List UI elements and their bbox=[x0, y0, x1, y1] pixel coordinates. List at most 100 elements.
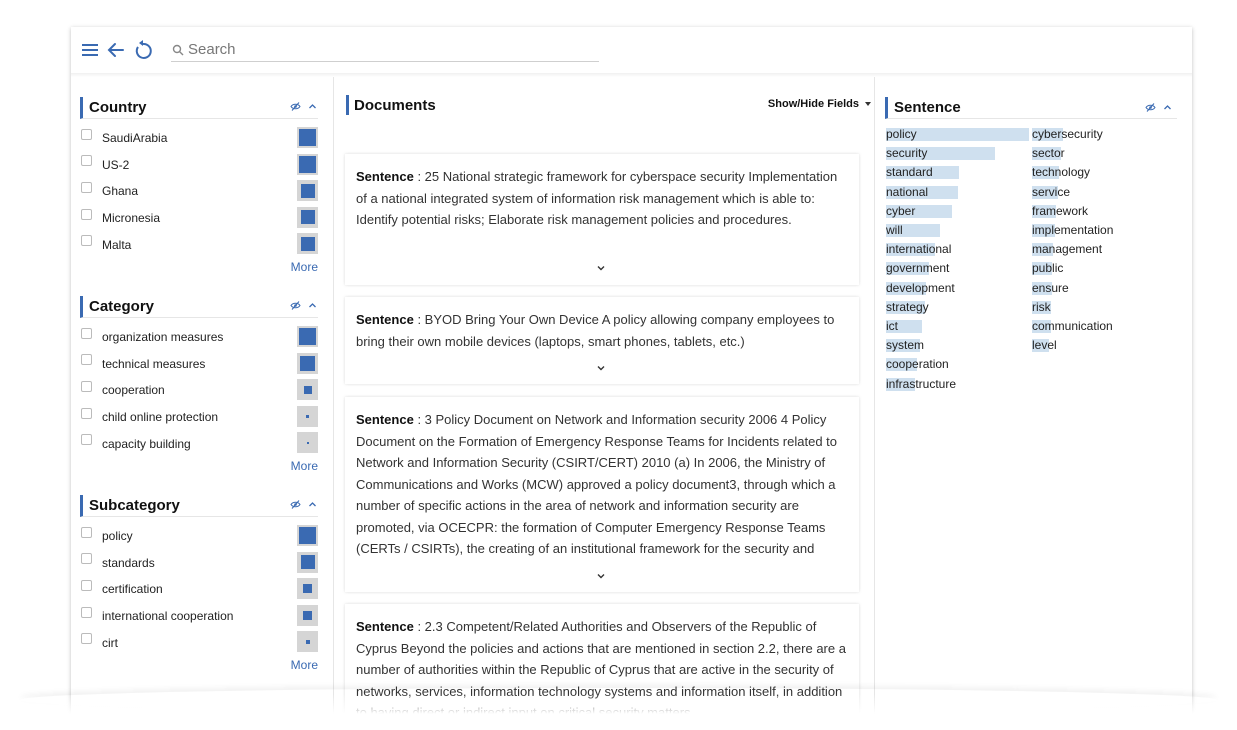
word-item[interactable]: government bbox=[886, 261, 949, 280]
word-item[interactable]: ict bbox=[886, 319, 922, 338]
checkbox[interactable] bbox=[81, 553, 92, 565]
word-item[interactable]: national bbox=[886, 185, 958, 204]
chevron-up-icon[interactable] bbox=[307, 499, 318, 510]
facet-item[interactable]: international cooperation bbox=[80, 603, 318, 630]
word-item[interactable]: ensure bbox=[1032, 281, 1069, 300]
refresh-icon[interactable] bbox=[132, 39, 154, 61]
search-input[interactable] bbox=[188, 41, 588, 58]
count-bar bbox=[297, 180, 318, 202]
document-card[interactable]: Sentence : 3 Policy Document on Network … bbox=[345, 397, 859, 592]
facet-item[interactable]: Ghana bbox=[80, 178, 318, 205]
facet-item[interactable]: cirt bbox=[80, 629, 318, 656]
word-item[interactable]: will bbox=[886, 223, 940, 242]
sentence-facet-header: Sentence bbox=[885, 97, 1177, 119]
word-item[interactable]: security bbox=[886, 146, 995, 165]
count-bar bbox=[297, 405, 318, 427]
word-item[interactable]: risk bbox=[1032, 300, 1051, 319]
hide-eye-icon[interactable] bbox=[290, 101, 301, 112]
checkbox[interactable] bbox=[81, 526, 92, 538]
facet-item[interactable]: SaudiArabia bbox=[80, 125, 318, 152]
word-item[interactable]: cybersecurity bbox=[1032, 127, 1103, 146]
show-hide-fields-button[interactable]: Show/Hide Fields bbox=[768, 98, 871, 110]
sentence-facet-panel: Sentence policy security standard national c… bbox=[876, 77, 1192, 730]
word-item[interactable]: infrastructure bbox=[886, 377, 956, 396]
facet-item[interactable]: US-2 bbox=[80, 152, 318, 179]
hide-eye-icon[interactable] bbox=[290, 300, 301, 311]
word-frequency-bar bbox=[1032, 320, 1051, 333]
checkbox[interactable] bbox=[81, 208, 92, 220]
count-bar bbox=[297, 525, 318, 546]
word-frequency-bar bbox=[886, 339, 920, 353]
word-item[interactable]: cyber bbox=[886, 204, 952, 223]
chevron-up-icon[interactable] bbox=[307, 101, 318, 112]
word-item[interactable]: system bbox=[886, 338, 924, 357]
word-item[interactable]: service bbox=[1032, 185, 1070, 204]
checkbox[interactable] bbox=[81, 407, 92, 419]
facet-header: Subcategory bbox=[80, 495, 318, 517]
word-item[interactable]: implementation bbox=[1032, 223, 1113, 242]
facet-item[interactable]: certification bbox=[80, 576, 318, 603]
checkbox[interactable] bbox=[81, 181, 92, 193]
facet-item[interactable]: standards bbox=[80, 550, 318, 577]
word-label: cooperation bbox=[886, 357, 949, 372]
hide-eye-icon[interactable] bbox=[1145, 102, 1156, 113]
sentence-text: : 3 Policy Document on Network and Infor… bbox=[356, 412, 838, 556]
checkbox[interactable] bbox=[81, 380, 92, 392]
more-link[interactable]: More bbox=[290, 658, 318, 672]
word-frequency-bar bbox=[886, 185, 958, 199]
word-item[interactable]: policy bbox=[886, 127, 1029, 146]
word-item[interactable]: public bbox=[1032, 261, 1063, 280]
menu-icon[interactable] bbox=[79, 39, 101, 61]
chevron-up-icon[interactable] bbox=[1162, 102, 1173, 113]
expand-chevron-icon[interactable] bbox=[596, 363, 606, 373]
facet-item[interactable]: policy bbox=[80, 523, 318, 550]
word-item[interactable]: technology bbox=[1032, 165, 1090, 184]
word-label: strategy bbox=[886, 299, 929, 314]
documents-title: Documents bbox=[354, 96, 436, 114]
facet-item[interactable]: technical measures bbox=[80, 351, 318, 378]
word-item[interactable]: development bbox=[886, 281, 955, 300]
more-link[interactable]: More bbox=[290, 260, 318, 274]
word-item[interactable]: standard bbox=[886, 165, 959, 184]
document-card[interactable]: Sentence : BYOD Bring Your Own Device A … bbox=[345, 297, 859, 384]
word-item[interactable]: framework bbox=[1032, 204, 1088, 223]
word-item[interactable]: strategy bbox=[886, 300, 929, 319]
facet-item[interactable]: Micronesia bbox=[80, 205, 318, 232]
word-label: development bbox=[886, 280, 955, 295]
topbar-shadow bbox=[71, 73, 1192, 77]
checkbox[interactable] bbox=[81, 354, 92, 366]
checkbox[interactable] bbox=[81, 606, 92, 618]
checkbox[interactable] bbox=[81, 434, 92, 446]
checkbox[interactable] bbox=[81, 128, 92, 140]
expand-chevron-icon[interactable] bbox=[596, 263, 606, 273]
word-item[interactable]: communication bbox=[1032, 319, 1113, 338]
word-item[interactable]: international bbox=[886, 242, 951, 261]
word-item[interactable]: level bbox=[1032, 338, 1057, 357]
facet-item[interactable]: Malta bbox=[80, 231, 318, 258]
checkbox[interactable] bbox=[81, 327, 92, 339]
facet-item[interactable]: cooperation bbox=[80, 377, 318, 404]
facet-title: Category bbox=[89, 298, 155, 315]
word-item[interactable]: cooperation bbox=[886, 357, 949, 376]
word-item[interactable]: sector bbox=[1032, 146, 1065, 165]
document-card[interactable]: Sentence : 25 National strategic framewo… bbox=[345, 154, 859, 285]
facet-item[interactable]: organization measures bbox=[80, 324, 318, 351]
more-link[interactable]: More bbox=[290, 459, 318, 473]
count-bar-fill bbox=[300, 236, 315, 251]
facet-item-label: SaudiArabia bbox=[102, 131, 168, 146]
chevron-up-icon[interactable] bbox=[307, 300, 318, 311]
document-card[interactable]: Sentence : 2.3 Competent/Related Authori… bbox=[345, 604, 859, 730]
back-arrow-icon[interactable] bbox=[105, 39, 127, 61]
hide-eye-icon[interactable] bbox=[290, 499, 301, 510]
word-label: security bbox=[886, 146, 928, 161]
word-item[interactable]: management bbox=[1032, 242, 1102, 261]
facet-item[interactable]: capacity building bbox=[80, 430, 318, 457]
facet-category: Category organization measures technical m… bbox=[80, 296, 318, 473]
facet-item[interactable]: child online protection bbox=[80, 404, 318, 431]
checkbox[interactable] bbox=[81, 155, 92, 167]
checkbox[interactable] bbox=[81, 579, 92, 591]
expand-chevron-icon[interactable] bbox=[596, 571, 606, 581]
checkbox[interactable] bbox=[81, 633, 92, 645]
count-bar-fill bbox=[300, 555, 315, 570]
checkbox[interactable] bbox=[81, 235, 92, 247]
